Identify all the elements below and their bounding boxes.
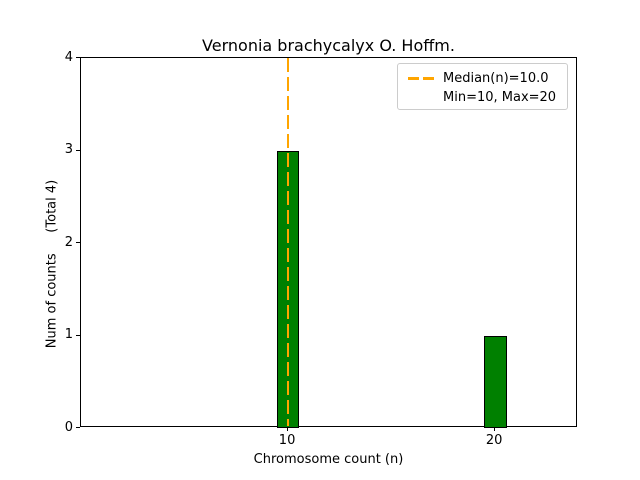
x-axis-label: Chromosome count (n)	[253, 452, 404, 467]
legend-label-minmax: Min=10, Max=20	[443, 90, 557, 105]
y-axis-label: Num of counts (Total 4)	[44, 179, 60, 349]
y-tick-mark	[76, 149, 80, 151]
median-dashed-line-swatch	[408, 77, 434, 80]
y-tick-label: 1	[64, 327, 73, 342]
y-tick-label: 0	[64, 419, 73, 435]
legend-entry-minmax: Min=10, Max=20	[408, 88, 567, 107]
y-tick-mark	[76, 334, 80, 336]
plot-area	[80, 57, 577, 428]
legend-empty-swatch	[408, 96, 434, 99]
median-line	[287, 58, 290, 426]
x-tick-mark	[287, 427, 289, 431]
y-tick-label: 3	[64, 142, 73, 157]
y-tick-mark	[76, 57, 80, 58]
bar-n20	[483, 335, 507, 428]
x-tick-label: 20	[485, 433, 503, 448]
x-tick-label: 10	[278, 433, 296, 448]
x-tick-mark	[494, 427, 496, 431]
legend: Median(n)=10.0 Min=10, Max=20	[397, 63, 568, 110]
chart-title: Vernonia brachycalyx O. Hoffm.	[202, 36, 455, 55]
y-tick-mark	[76, 427, 80, 428]
legend-label-median: Median(n)=10.0	[443, 71, 549, 86]
y-tick-label: 2	[64, 234, 73, 250]
y-tick-label: 4	[64, 49, 73, 65]
y-tick-mark	[76, 242, 80, 243]
legend-entry-median: Median(n)=10.0	[408, 69, 567, 88]
